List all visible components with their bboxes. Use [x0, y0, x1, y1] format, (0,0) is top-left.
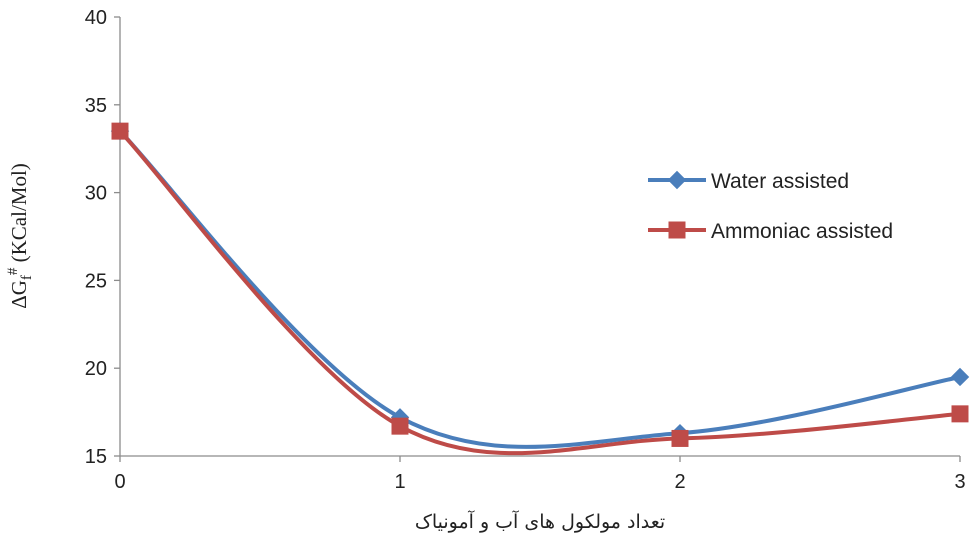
- x-tick-label: 1: [394, 471, 405, 493]
- y-tick-label: 25: [85, 270, 107, 292]
- square-marker: [391, 417, 409, 435]
- y-axis-title-suffix: (KCal/Mol): [7, 163, 31, 267]
- x-tick-label: 3: [954, 471, 965, 493]
- y-axis-title-prefix: ΔG: [7, 280, 31, 309]
- legend-item: Water assisted: [648, 170, 849, 193]
- y-axis-title-superscript: #: [5, 267, 21, 275]
- y-tick-label: 20: [85, 358, 107, 380]
- series-line: [118, 129, 962, 449]
- legend-item: Ammoniac assisted: [648, 220, 893, 243]
- x-tick-label: 0: [114, 471, 125, 493]
- x-tick-label: 2: [674, 471, 685, 493]
- legend: Water assisted Ammoniac assisted: [648, 170, 893, 243]
- diamond-marker: [950, 367, 970, 387]
- y-axis-title-subscript: f: [19, 275, 35, 280]
- y-tick-label: 15: [85, 446, 107, 468]
- y-axis: 15 20 25 30 35 40: [85, 7, 121, 468]
- legend-label: Water assisted: [711, 170, 849, 193]
- legend-square-marker: [668, 221, 686, 239]
- y-axis-title: ΔGf# (KCal/Mol): [5, 163, 35, 309]
- legend-diamond-marker: [667, 170, 687, 190]
- series-layer: [110, 121, 970, 456]
- square-marker: [111, 122, 129, 140]
- series-line: [118, 129, 962, 456]
- x-axis: 0 1 2 3: [114, 455, 966, 493]
- y-tick-label: 40: [85, 7, 107, 29]
- y-tick-label: 35: [85, 95, 107, 117]
- x-axis-title: تعداد مولکول های آب و آمونیاک: [415, 509, 665, 533]
- legend-label: Ammoniac assisted: [711, 220, 893, 243]
- series-ammoniac-assisted: [111, 122, 969, 456]
- square-marker: [951, 405, 969, 423]
- y-tick-label: 30: [85, 183, 107, 205]
- square-marker: [671, 429, 689, 447]
